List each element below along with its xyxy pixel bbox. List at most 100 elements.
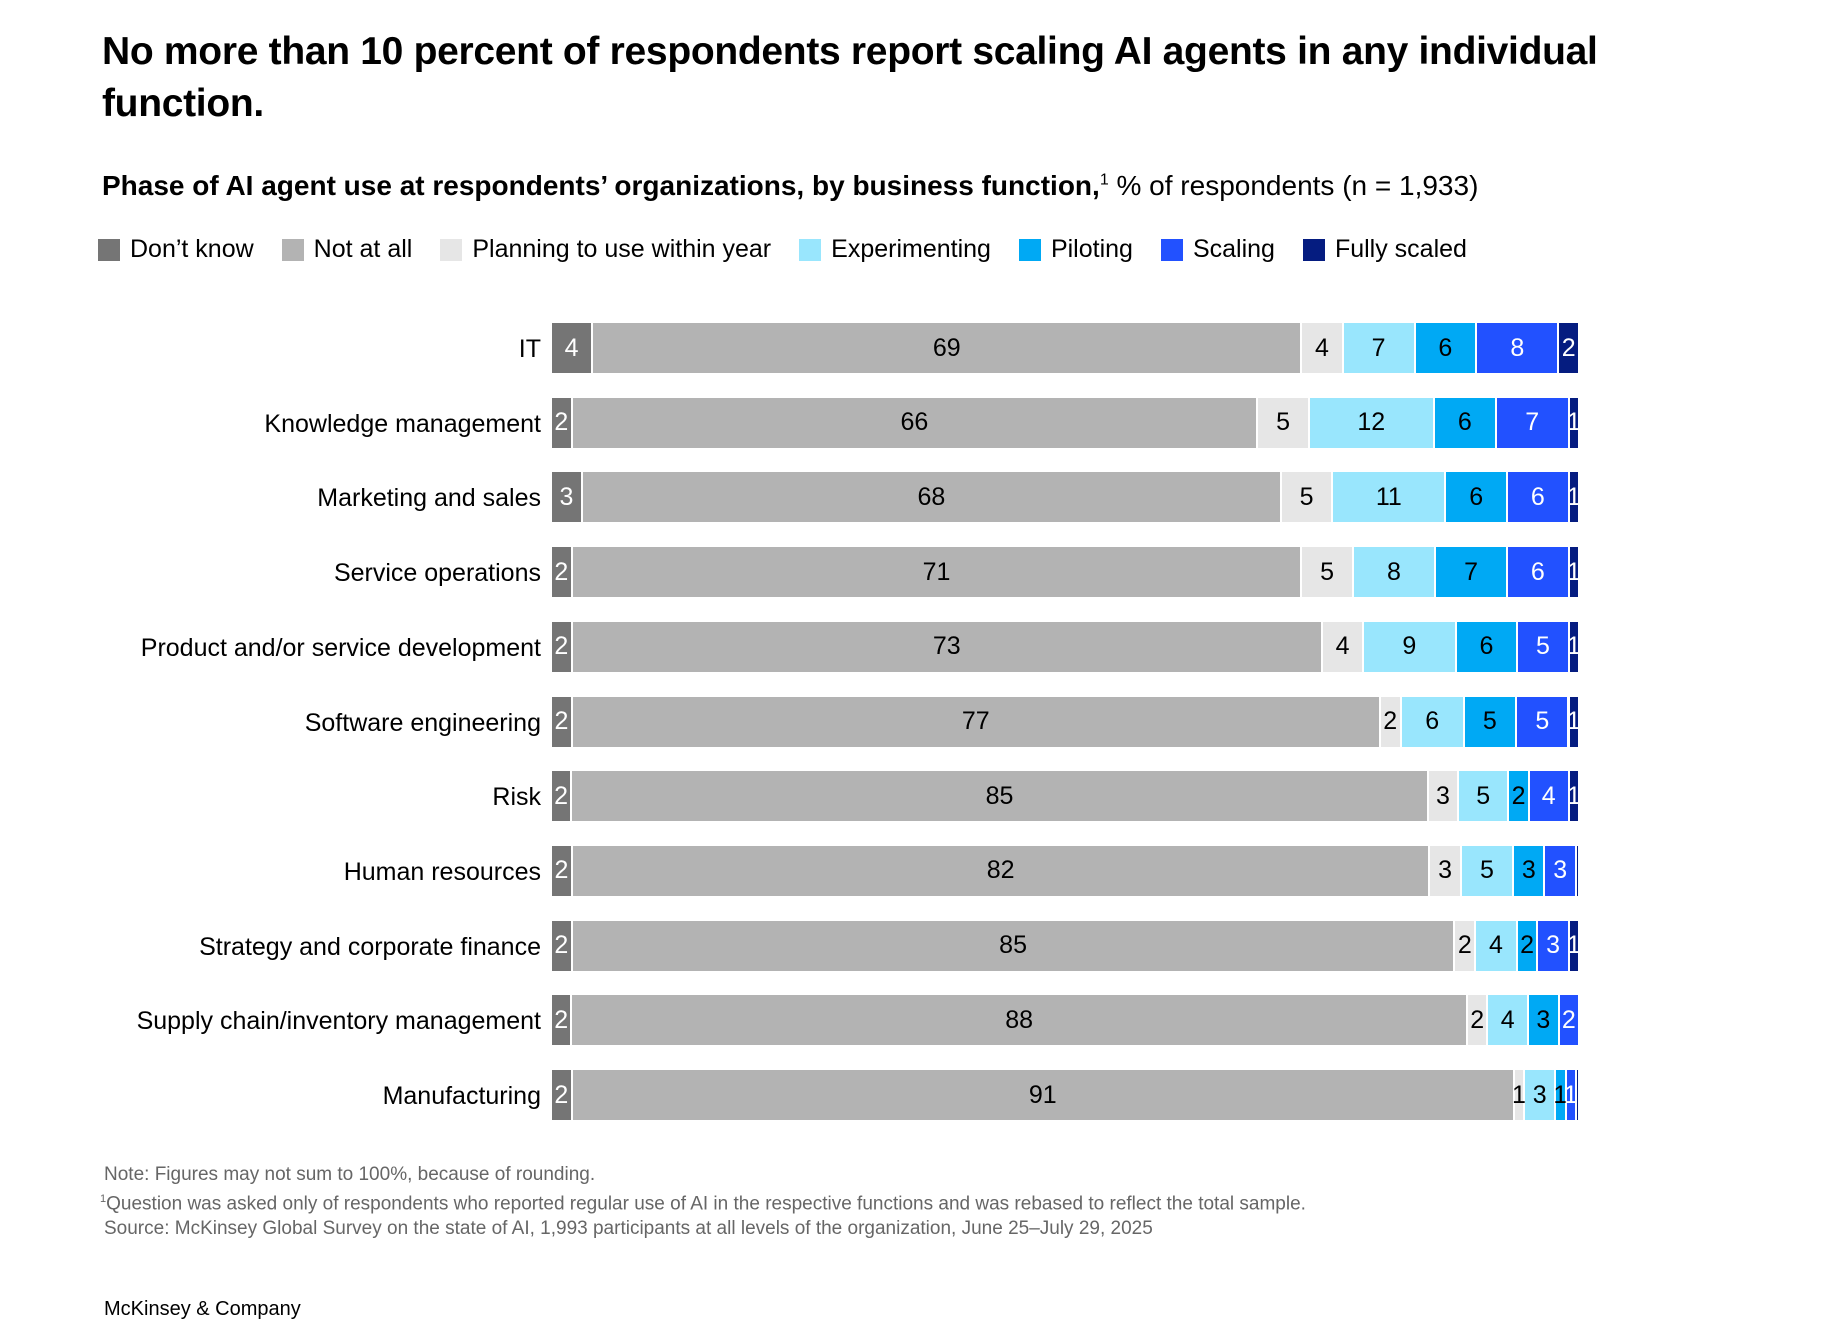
bar-segment: 4 [1529,771,1568,822]
bar-segment: 3 [1428,771,1458,822]
bar-segment: 4 [1323,621,1363,672]
bar-segment: 7 [1343,323,1414,373]
legend-swatch [1160,238,1183,261]
bar-segment: 1 [1567,771,1581,822]
bar-segment: 7 [1436,547,1507,598]
bar-segment: 2 [552,1070,571,1120]
legend-label: Piloting [1050,235,1133,263]
data-label: 6 [1479,632,1494,661]
legend-label: Don’t know [130,235,254,263]
bar-segment: 6 [1446,472,1507,523]
data-label: 6 [1469,482,1484,511]
bar-segment: 2 [552,995,571,1046]
bar-segment: 4 [1302,323,1342,373]
bar-segment: 1 [1567,397,1581,448]
bar-segment: 5 [1281,472,1332,523]
category-label: Supply chain/inventory management [136,1007,541,1036]
data-label: 3 [1546,931,1560,960]
category-label: Manufacturing [382,1082,541,1110]
bar-segment: 66 [572,397,1257,448]
data-label: 2 [554,1005,569,1034]
bar-segment: 5 [1518,621,1568,672]
subtitle-bold: Phase of AI agent use at respondents’ or… [102,170,1100,201]
bar-segment: 2 [1559,323,1578,373]
brand-logo-text: McKinsey & Company [104,1298,301,1320]
bar-segment: 2 [552,845,571,896]
data-label: 5 [1276,408,1290,437]
legend-label: Scaling [1192,235,1275,263]
data-label: 2 [1457,931,1472,960]
bar-segment: 69 [593,323,1301,373]
bar-segment: 8 [1477,323,1558,373]
bar-segment: 91 [572,1070,1513,1120]
data-label: 3 [559,482,574,511]
chart-title: No more than 10 percent of respondents r… [102,30,1598,125]
bar-segment: 5 [1517,696,1568,747]
bar-segment: 2 [552,621,571,672]
bar-segment: 2 [1559,995,1578,1046]
note-text: Note: Figures may not sum to 100%, becau… [104,1164,596,1185]
legend-swatch [1018,238,1041,261]
data-label: 2 [554,931,569,960]
data-label: 7 [1371,333,1386,362]
bar-segment: 5 [1461,845,1513,896]
bar-segment: 85 [572,920,1454,971]
category-label: Service operations [333,559,541,588]
bar-segment: 12 [1310,397,1433,448]
data-label: 1 [1553,1080,1568,1109]
bar-segment: 1 [1566,472,1581,523]
data-label: 2 [554,856,569,885]
data-label: 6 [1530,557,1545,586]
data-label: 5 [1482,707,1497,735]
bar-segment: 5 [1459,771,1508,822]
data-label: 8 [1510,333,1525,362]
data-label: 4 [1488,931,1503,960]
footnote-body: Question was asked only of respondents w… [106,1193,1306,1215]
data-label: 71 [922,557,951,586]
category-label: IT [518,335,541,363]
bar-segment: 2 [1380,696,1400,747]
legend-item: Experimenting [799,235,991,264]
bar-segment: 3 [1545,845,1575,896]
bar-segment: 6 [1456,621,1517,672]
category-label: Product and/or service development [140,633,541,662]
data-label: 1 [1566,557,1581,586]
bar-segment: 2 [1509,771,1528,822]
data-label: 66 [900,408,929,437]
bar-segment: 2 [1468,995,1487,1046]
subtitle-rest: % of respondents (n = 1,933) [1108,170,1479,201]
category-label: Marketing and sales [317,484,541,513]
bar-segment: 2 [552,696,571,747]
data-label: 68 [917,482,946,511]
data-label: 5 [1299,482,1314,511]
bar-segment: 4 [1488,995,1528,1046]
bar-segment: 4 [552,323,592,373]
data-label: 3 [1553,856,1568,885]
bar-segment: 71 [572,547,1301,598]
legend: Don’t know Not at all Planning to use with… [98,235,1495,264]
bar-segment: 8 [1353,547,1435,598]
data-label: 1 [1566,931,1581,960]
bar-segment: 1 [1512,1070,1526,1120]
bar-segment: 9 [1364,621,1455,672]
legend-label: Planning to use within year [472,235,772,263]
data-label: 1 [1566,482,1581,511]
legend-swatch [98,238,120,261]
data-label: 77 [961,707,990,735]
legend-label: Fully scaled [1334,235,1467,263]
footnotes: Note: Figures may not sum to 100%, becau… [100,1162,1306,1241]
data-label: 4 [1541,781,1556,810]
data-label: 85 [985,781,1014,810]
bar-segment: 3 [552,472,581,523]
legend-item: Piloting [1018,235,1133,264]
data-label: 7 [1464,557,1478,586]
data-label: 4 [564,333,579,362]
legend-item: Not at all [281,235,412,264]
legend-label: Experimenting [831,235,991,263]
bar-segment: 85 [572,771,1427,822]
data-label: 5 [1535,707,1550,735]
bar-segment: 11 [1333,472,1445,523]
subtitle-footnote-mark: 1 [1099,171,1109,189]
footnote-text: 1Question was asked only of respondents … [100,1187,1306,1216]
bar-segment: 2 [552,547,571,598]
